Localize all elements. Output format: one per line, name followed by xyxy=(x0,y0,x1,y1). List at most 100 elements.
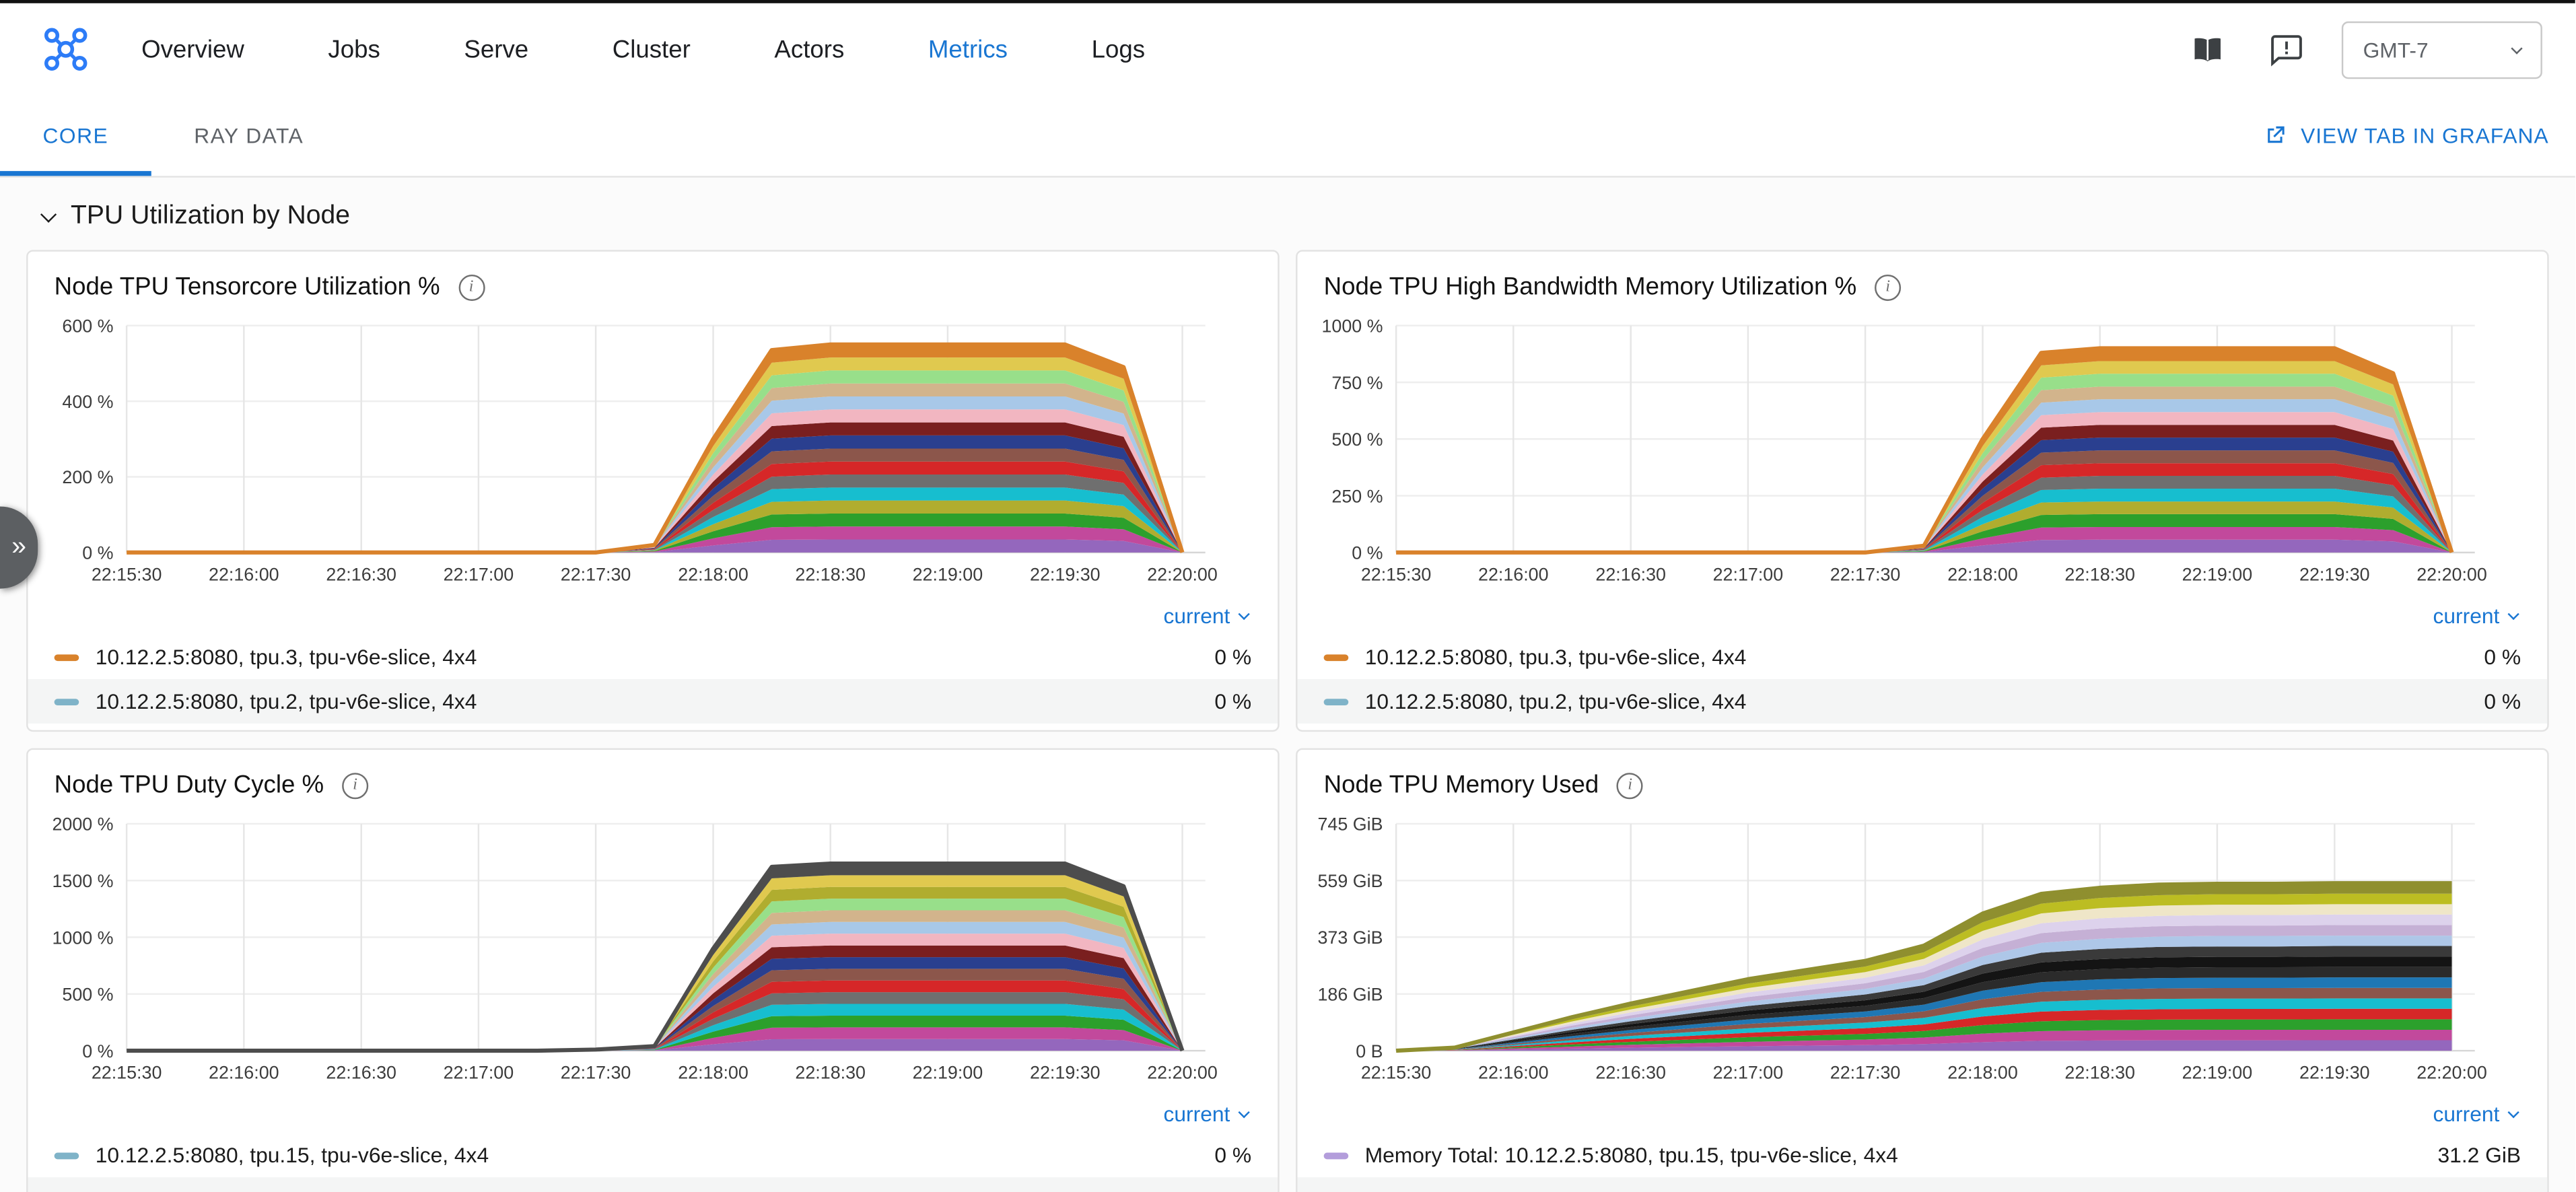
svg-text:373 GiB: 373 GiB xyxy=(1318,927,1383,948)
svg-text:0 %: 0 % xyxy=(82,1041,113,1061)
legend-sort-dropdown[interactable]: current xyxy=(1298,600,2548,635)
chart-canvas[interactable]: 0 B 186 GiB 373 GiB 559 GiB 745 GiB 22:15:30 2… xyxy=(1298,808,2548,1098)
metrics-content: TPU Utilization by Node Node TPU Tensorc… xyxy=(0,177,2575,1192)
info-icon[interactable]: i xyxy=(342,771,369,799)
legend-sort-dropdown[interactable]: current xyxy=(28,600,1278,635)
chart-canvas[interactable]: 0 % 200 % 400 % 600 % 22:15:30 22:16:00 22:16:… xyxy=(28,309,1278,600)
svg-text:22:19:30: 22:19:30 xyxy=(1030,1063,1101,1083)
legend-value: 0 % xyxy=(1214,644,1252,670)
legend-value: 0 % xyxy=(2484,689,2521,714)
nav-item-logs[interactable]: Logs xyxy=(1091,35,1146,64)
svg-text:22:17:30: 22:17:30 xyxy=(1830,1063,1901,1083)
chart-canvas[interactable]: 0 % 500 % 1000 % 1500 % 2000 % 22:15:30 22:16:… xyxy=(28,808,1278,1098)
nav-item-jobs[interactable]: Jobs xyxy=(328,35,380,64)
legend-row[interactable]: Memory Total: 10.12.2.5:8080, tpu.15, tp… xyxy=(1298,1133,2548,1177)
legend-label: Memory Total: 10.12.2.5:8080, tpu.15, tp… xyxy=(1364,1142,1898,1168)
series-color-swatch xyxy=(54,654,79,660)
legend-value: 31.2 GiB xyxy=(2437,1142,2521,1168)
legend-value: 0 % xyxy=(2484,644,2521,670)
legend-sort-dropdown[interactable]: current xyxy=(28,1098,1278,1133)
panel-title: Node TPU Memory Used xyxy=(1323,771,1599,800)
series-color-swatch xyxy=(1323,1152,1349,1159)
svg-text:22:18:30: 22:18:30 xyxy=(795,1063,866,1083)
svg-text:0 %: 0 % xyxy=(1352,543,1383,563)
svg-text:22:16:00: 22:16:00 xyxy=(1478,1063,1549,1083)
panel-hbm-utilization: Node TPU High Bandwidth Memory Utilizati… xyxy=(1296,250,2549,732)
chevron-down-icon xyxy=(1238,1107,1250,1119)
section-title: TPU Utilization by Node xyxy=(71,202,350,231)
svg-text:745 GiB: 745 GiB xyxy=(1318,814,1383,835)
nav-item-cluster[interactable]: Cluster xyxy=(612,35,691,64)
series-color-swatch xyxy=(1323,654,1349,660)
info-icon[interactable]: i xyxy=(1875,273,1902,300)
external-link-icon xyxy=(2261,122,2287,149)
legend-row[interactable]: 10.12.2.5:8080, tpu.2, tpu-v6e-slice, 4x… xyxy=(1297,678,2548,724)
tab-core[interactable]: CORE xyxy=(0,96,151,176)
series-color-swatch xyxy=(1323,698,1349,705)
section-tpu-utilization[interactable]: TPU Utilization by Node xyxy=(0,178,2575,250)
svg-text:22:15:30: 22:15:30 xyxy=(92,564,162,584)
legend-row[interactable]: 10.12.2.5:8080, tpu.3, tpu-v6e-slice, 4x… xyxy=(1298,635,2548,679)
svg-text:22:19:30: 22:19:30 xyxy=(2299,1063,2370,1083)
svg-text:22:16:30: 22:16:30 xyxy=(326,564,396,584)
chevron-down-icon xyxy=(1238,608,1250,621)
docs-book-icon[interactable] xyxy=(2184,26,2229,72)
svg-text:22:18:00: 22:18:00 xyxy=(678,564,749,584)
svg-text:200 %: 200 % xyxy=(62,467,113,487)
legend-row[interactable]: 10.12.2.5:8080, tpu.15, tpu-v6e-slice, 4… xyxy=(28,1133,1278,1177)
charts-grid: Node TPU Tensorcore Utilization % i 0 % 2… xyxy=(0,250,2575,1192)
legend-label: 10.12.2.5:8080, tpu.15, tpu-v6e-slice, 4… xyxy=(95,1142,489,1168)
svg-text:600 %: 600 % xyxy=(62,316,113,336)
svg-text:22:15:30: 22:15:30 xyxy=(92,1063,162,1083)
svg-text:22:18:30: 22:18:30 xyxy=(2064,564,2135,584)
legend-label: 10.12.2.5:8080, tpu.3, tpu-v6e-slice, 4x… xyxy=(1364,644,1747,670)
svg-text:22:18:30: 22:18:30 xyxy=(2064,1063,2135,1083)
legend-row[interactable]: 10.12.2.5:8080, tpu.2, tpu-v6e-slice, 4x… xyxy=(28,678,1278,724)
svg-text:22:19:00: 22:19:00 xyxy=(913,564,983,584)
nav-item-metrics[interactable]: Metrics xyxy=(928,35,1008,64)
info-icon[interactable]: i xyxy=(1617,771,1644,799)
chart-canvas[interactable]: 0 % 250 % 500 % 750 % 1000 % 22:15:30 22:16:00… xyxy=(1298,309,2548,600)
top-nav: Overview Jobs Serve Cluster Actors Metri… xyxy=(0,3,2575,96)
legend-value: 0 % xyxy=(1214,1142,1252,1168)
panel-tensorcore-utilization: Node TPU Tensorcore Utilization % i 0 % 2… xyxy=(26,250,1280,732)
tab-ray-data[interactable]: RAY DATA xyxy=(194,123,304,148)
timezone-value: GMT-7 xyxy=(2363,36,2429,62)
svg-text:22:20:00: 22:20:00 xyxy=(1147,1063,1218,1083)
legend-row-partial[interactable] xyxy=(1297,1177,2548,1192)
svg-text:400 %: 400 % xyxy=(62,392,113,412)
timezone-select[interactable]: GMT-7 xyxy=(2341,20,2542,79)
svg-text:22:17:00: 22:17:00 xyxy=(444,1063,514,1083)
svg-text:22:19:30: 22:19:30 xyxy=(1030,564,1101,584)
svg-text:750 %: 750 % xyxy=(1331,373,1383,393)
series-color-swatch xyxy=(54,1152,79,1159)
nav-item-overview[interactable]: Overview xyxy=(141,35,244,64)
svg-text:22:15:30: 22:15:30 xyxy=(1361,564,1432,584)
svg-text:1500 %: 1500 % xyxy=(52,871,113,891)
svg-text:22:17:30: 22:17:30 xyxy=(1830,564,1901,584)
svg-text:22:16:00: 22:16:00 xyxy=(209,564,279,584)
panel-title: Node TPU High Bandwidth Memory Utilizati… xyxy=(1323,273,1857,302)
svg-text:22:19:30: 22:19:30 xyxy=(2299,564,2370,584)
legend-label: 10.12.2.5:8080, tpu.2, tpu-v6e-slice, 4x… xyxy=(1364,689,1747,714)
window-top-edge xyxy=(0,0,2575,3)
legend-row[interactable]: 10.12.2.5:8080, tpu.3, tpu-v6e-slice, 4x… xyxy=(28,635,1278,679)
view-in-grafana-link[interactable]: VIEW TAB IN GRAFANA xyxy=(2261,96,2548,176)
svg-text:22:19:00: 22:19:00 xyxy=(2182,564,2253,584)
svg-text:250 %: 250 % xyxy=(1331,486,1383,506)
svg-text:1000 %: 1000 % xyxy=(1321,316,1383,336)
legend-row-partial[interactable] xyxy=(28,1177,1278,1192)
legend-sort-dropdown[interactable]: current xyxy=(1298,1098,2548,1133)
legend-label: 10.12.2.5:8080, tpu.2, tpu-v6e-slice, 4x… xyxy=(95,689,477,714)
svg-text:500 %: 500 % xyxy=(62,985,113,1005)
feedback-icon[interactable] xyxy=(2263,26,2309,72)
nav-item-actors[interactable]: Actors xyxy=(774,35,845,64)
nav-item-serve[interactable]: Serve xyxy=(464,35,529,64)
svg-text:22:20:00: 22:20:00 xyxy=(2416,564,2487,584)
svg-text:22:20:00: 22:20:00 xyxy=(2416,1063,2487,1083)
svg-text:22:18:00: 22:18:00 xyxy=(678,1063,749,1083)
svg-text:2000 %: 2000 % xyxy=(52,814,113,835)
info-icon[interactable]: i xyxy=(458,273,485,300)
ray-logo[interactable] xyxy=(40,23,92,75)
chevron-down-icon xyxy=(2507,608,2519,621)
